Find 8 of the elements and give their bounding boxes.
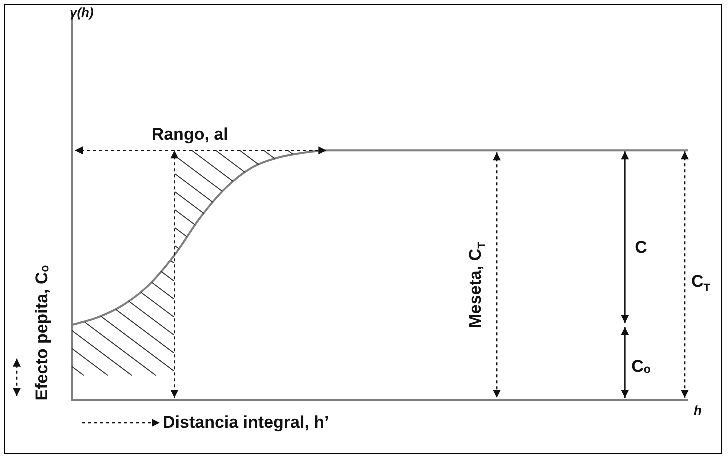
annotation: Cₒ: [632, 356, 651, 377]
text: Rango, al: [152, 124, 228, 145]
text: γ(h): [70, 4, 94, 20]
x-axis-title: h: [694, 402, 702, 418]
text: Efecto pepita, Cₒ: [32, 264, 52, 400]
annotation: C: [635, 238, 648, 258]
text: Distancia integral, h’: [163, 413, 330, 433]
text: C$_{T}$: [692, 272, 711, 295]
